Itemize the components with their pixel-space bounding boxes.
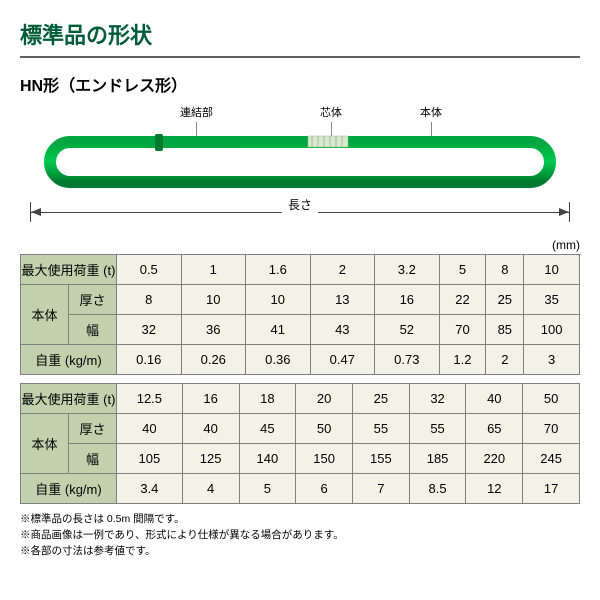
table-cell: 25 bbox=[486, 285, 524, 315]
table-cell: 1 bbox=[181, 255, 246, 285]
table-cell: 12.5 bbox=[117, 384, 183, 414]
table-cell: 13 bbox=[310, 285, 375, 315]
dimension-line: 長さ bbox=[30, 202, 570, 224]
table-cell: 105 bbox=[117, 444, 183, 474]
table-cell: 1.6 bbox=[246, 255, 311, 285]
note-line: ※各部の寸法は参考値です。 bbox=[20, 544, 580, 560]
table-cell: 45 bbox=[239, 414, 296, 444]
table-cell: 36 bbox=[181, 315, 246, 345]
table-header-cell: 厚さ bbox=[69, 414, 117, 444]
table-cell: 0.73 bbox=[375, 345, 440, 375]
note-line: ※標準品の長さは 0.5m 間隔です。 bbox=[20, 512, 580, 528]
table-cell: 8 bbox=[117, 285, 182, 315]
table-cell: 50 bbox=[523, 384, 580, 414]
sling-shape bbox=[30, 134, 570, 194]
page-title: 標準品の形状 bbox=[20, 18, 580, 58]
table-cell: 22 bbox=[439, 285, 486, 315]
table-cell: 10 bbox=[524, 255, 580, 285]
table-header-cell: 本体 bbox=[21, 285, 69, 345]
table-cell: 20 bbox=[296, 384, 353, 414]
notes: ※標準品の長さは 0.5m 間隔です。 ※商品画像は一例であり、形式により仕様が… bbox=[20, 512, 580, 559]
table-cell: 50 bbox=[296, 414, 353, 444]
table-cell: 5 bbox=[239, 474, 296, 504]
table-cell: 55 bbox=[352, 414, 409, 444]
table-cell: 125 bbox=[182, 444, 239, 474]
table-cell: 32 bbox=[117, 315, 182, 345]
table-cell: 2 bbox=[486, 345, 524, 375]
table-cell: 8 bbox=[486, 255, 524, 285]
table-cell: 16 bbox=[182, 384, 239, 414]
sling-diagram: 連結部芯体本体 長さ bbox=[20, 104, 580, 234]
table-cell: 0.36 bbox=[246, 345, 311, 375]
table-cell: 3.4 bbox=[117, 474, 183, 504]
table-cell: 10 bbox=[181, 285, 246, 315]
table-header-cell: 自重 (kg/m) bbox=[21, 474, 117, 504]
table-cell: 4 bbox=[182, 474, 239, 504]
table-cell: 5 bbox=[439, 255, 486, 285]
table-cell: 65 bbox=[466, 414, 523, 444]
table-cell: 0.5 bbox=[117, 255, 182, 285]
table-cell: 41 bbox=[246, 315, 311, 345]
table-cell: 0.47 bbox=[310, 345, 375, 375]
table-cell: 155 bbox=[352, 444, 409, 474]
note-line: ※商品画像は一例であり、形式により仕様が異なる場合があります。 bbox=[20, 528, 580, 544]
table-cell: 12 bbox=[466, 474, 523, 504]
table-cell: 55 bbox=[409, 414, 466, 444]
table-header-cell: 最大使用荷重 (t) bbox=[21, 384, 117, 414]
table-cell: 40 bbox=[182, 414, 239, 444]
table-cell: 8.5 bbox=[409, 474, 466, 504]
table-cell: 10 bbox=[246, 285, 311, 315]
table-cell: 85 bbox=[486, 315, 524, 345]
table-header-cell: 最大使用荷重 (t) bbox=[21, 255, 117, 285]
table-cell: 17 bbox=[523, 474, 580, 504]
table-cell: 16 bbox=[375, 285, 440, 315]
spec-table-1: 最大使用荷重 (t)0.511.623.25810本体厚さ81010131622… bbox=[20, 254, 580, 375]
table-cell: 70 bbox=[523, 414, 580, 444]
table-cell: 0.16 bbox=[117, 345, 182, 375]
table-cell: 245 bbox=[523, 444, 580, 474]
table-cell: 40 bbox=[466, 384, 523, 414]
table-cell: 40 bbox=[117, 414, 183, 444]
table-cell: 70 bbox=[439, 315, 486, 345]
table-cell: 7 bbox=[352, 474, 409, 504]
table-header-cell: 自重 (kg/m) bbox=[21, 345, 117, 375]
spec-table-2: 最大使用荷重 (t)12.516182025324050本体厚さ40404550… bbox=[20, 383, 580, 504]
table-cell: 52 bbox=[375, 315, 440, 345]
table-cell: 43 bbox=[310, 315, 375, 345]
table-header-cell: 幅 bbox=[69, 444, 117, 474]
table-header-cell: 厚さ bbox=[69, 285, 117, 315]
table-cell: 35 bbox=[524, 285, 580, 315]
table-cell: 2 bbox=[310, 255, 375, 285]
table-cell: 3 bbox=[524, 345, 580, 375]
table-cell: 0.26 bbox=[181, 345, 246, 375]
table-cell: 220 bbox=[466, 444, 523, 474]
dimension-label: 長さ bbox=[282, 196, 318, 213]
table-cell: 6 bbox=[296, 474, 353, 504]
table-cell: 3.2 bbox=[375, 255, 440, 285]
table-cell: 1.2 bbox=[439, 345, 486, 375]
table-cell: 25 bbox=[352, 384, 409, 414]
table-header-cell: 本体 bbox=[21, 414, 69, 474]
unit-label: (mm) bbox=[20, 238, 580, 252]
table-cell: 140 bbox=[239, 444, 296, 474]
table-cell: 100 bbox=[524, 315, 580, 345]
table-cell: 18 bbox=[239, 384, 296, 414]
table-header-cell: 幅 bbox=[69, 315, 117, 345]
table-cell: 185 bbox=[409, 444, 466, 474]
subtitle: HN形（エンドレス形） bbox=[20, 72, 580, 96]
table-cell: 150 bbox=[296, 444, 353, 474]
table-cell: 32 bbox=[409, 384, 466, 414]
